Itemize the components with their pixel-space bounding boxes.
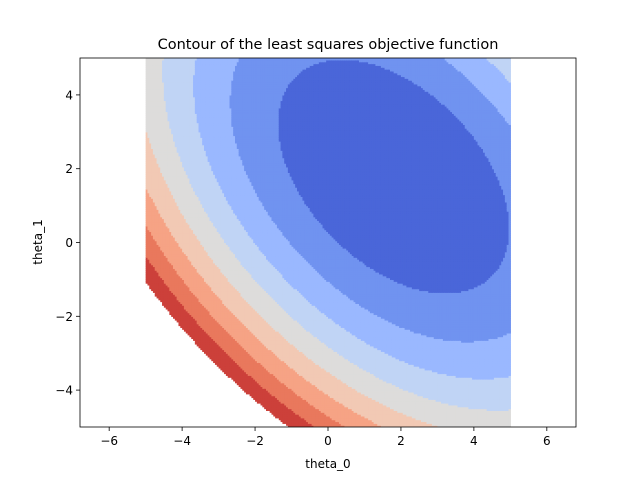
chart-figure: −6 −4 −2 0 2 4 6 −4 −2 0 2 4 Contour of the least …	[0, 0, 640, 480]
